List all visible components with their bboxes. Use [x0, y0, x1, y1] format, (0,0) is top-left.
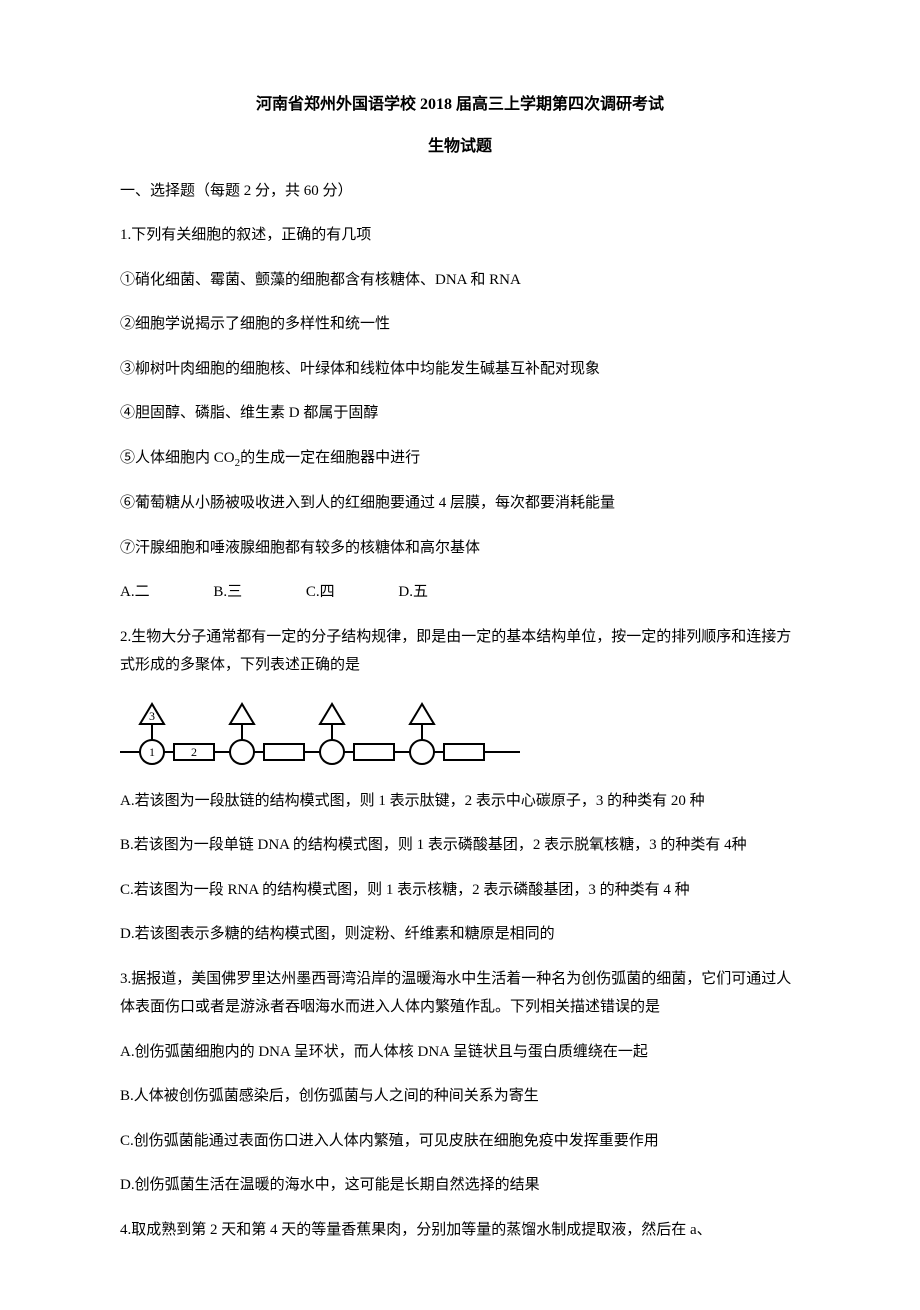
- q2-optD: D.若该图表示多糖的结构模式图，则淀粉、纤维素和糖原是相同的: [120, 920, 800, 949]
- q1-item2: ②细胞学说揭示了细胞的多样性和统一性: [120, 310, 800, 339]
- q1-item5: ⑤人体细胞内 CO2的生成一定在细胞器中进行: [120, 444, 800, 474]
- diagram-label-3: 3: [149, 709, 155, 723]
- q1-item3: ③柳树叶肉细胞的细胞核、叶绿体和线粒体中均能发生碱基互补配对现象: [120, 355, 800, 384]
- q3-optD: D.创伤弧菌生活在温暖的海水中，这可能是长期自然选择的结果: [120, 1171, 800, 1200]
- q1-optA: A.二: [120, 578, 150, 607]
- q1-item6: ⑥葡萄糖从小肠被吸收进入到人的红细胞要通过 4 层膜，每次都要消耗能量: [120, 489, 800, 518]
- q3-stem: 3.据报道，美国佛罗里达州墨西哥湾沿岸的温暖海水中生活着一种名为创伤弧菌的细菌，…: [120, 965, 800, 1022]
- q3-optC: C.创伤弧菌能通过表面伤口进入人体内繁殖，可见皮肤在细胞免疫中发挥重要作用: [120, 1127, 800, 1156]
- q1-optC: C.四: [306, 578, 335, 607]
- diagram-label-1: 1: [149, 745, 155, 759]
- q1-optD: D.五: [398, 578, 428, 607]
- molecular-diagram: 1 2 3: [120, 696, 800, 773]
- q2-stem: 2.生物大分子通常都有一定的分子结构规律，即是由一定的基本结构单位，按一定的排列…: [120, 623, 800, 680]
- q1-stem: 1.下列有关细胞的叙述，正确的有几项: [120, 221, 800, 250]
- q1-item5-b: 的生成一定在细胞器中进行: [240, 450, 420, 466]
- q1-item4: ④胆固醇、磷脂、维生素 D 都属于固醇: [120, 399, 800, 428]
- exam-title: 河南省郑州外国语学校 2018 届高三上学期第四次调研考试: [120, 90, 800, 114]
- q2-optA: A.若该图为一段肽链的结构模式图，则 1 表示肽键，2 表示中心碳原子，3 的种…: [120, 787, 800, 816]
- q1-options: A.二 B.三 C.四 D.五: [120, 578, 800, 607]
- q2-optC: C.若该图为一段 RNA 的结构模式图，则 1 表示核糖，2 表示磷酸基团，3 …: [120, 876, 800, 905]
- q2-optB: B.若该图为一段单链 DNA 的结构模式图，则 1 表示磷酸基团，2 表示脱氧核…: [120, 831, 800, 860]
- exam-subtitle: 生物试题: [120, 132, 800, 156]
- q3-optA: A.创伤弧菌细胞内的 DNA 呈环状，而人体核 DNA 呈链状且与蛋白质缠绕在一…: [120, 1038, 800, 1067]
- diagram-label-2: 2: [191, 745, 197, 759]
- q4-stem: 4.取成熟到第 2 天和第 4 天的等量香蕉果肉，分别加等量的蒸馏水制成提取液，…: [120, 1216, 800, 1245]
- q1-item7: ⑦汗腺细胞和唾液腺细胞都有较多的核糖体和高尔基体: [120, 534, 800, 563]
- q1-item1: ①硝化细菌、霉菌、颤藻的细胞都含有核糖体、DNA 和 RNA: [120, 266, 800, 295]
- q3-optB: B.人体被创伤弧菌感染后，创伤弧菌与人之间的种间关系为寄生: [120, 1082, 800, 1111]
- q1-optB: B.三: [213, 578, 242, 607]
- section-header: 一、选择题（每题 2 分，共 60 分）: [120, 178, 800, 205]
- q1-item5-a: ⑤人体细胞内 CO: [120, 450, 235, 466]
